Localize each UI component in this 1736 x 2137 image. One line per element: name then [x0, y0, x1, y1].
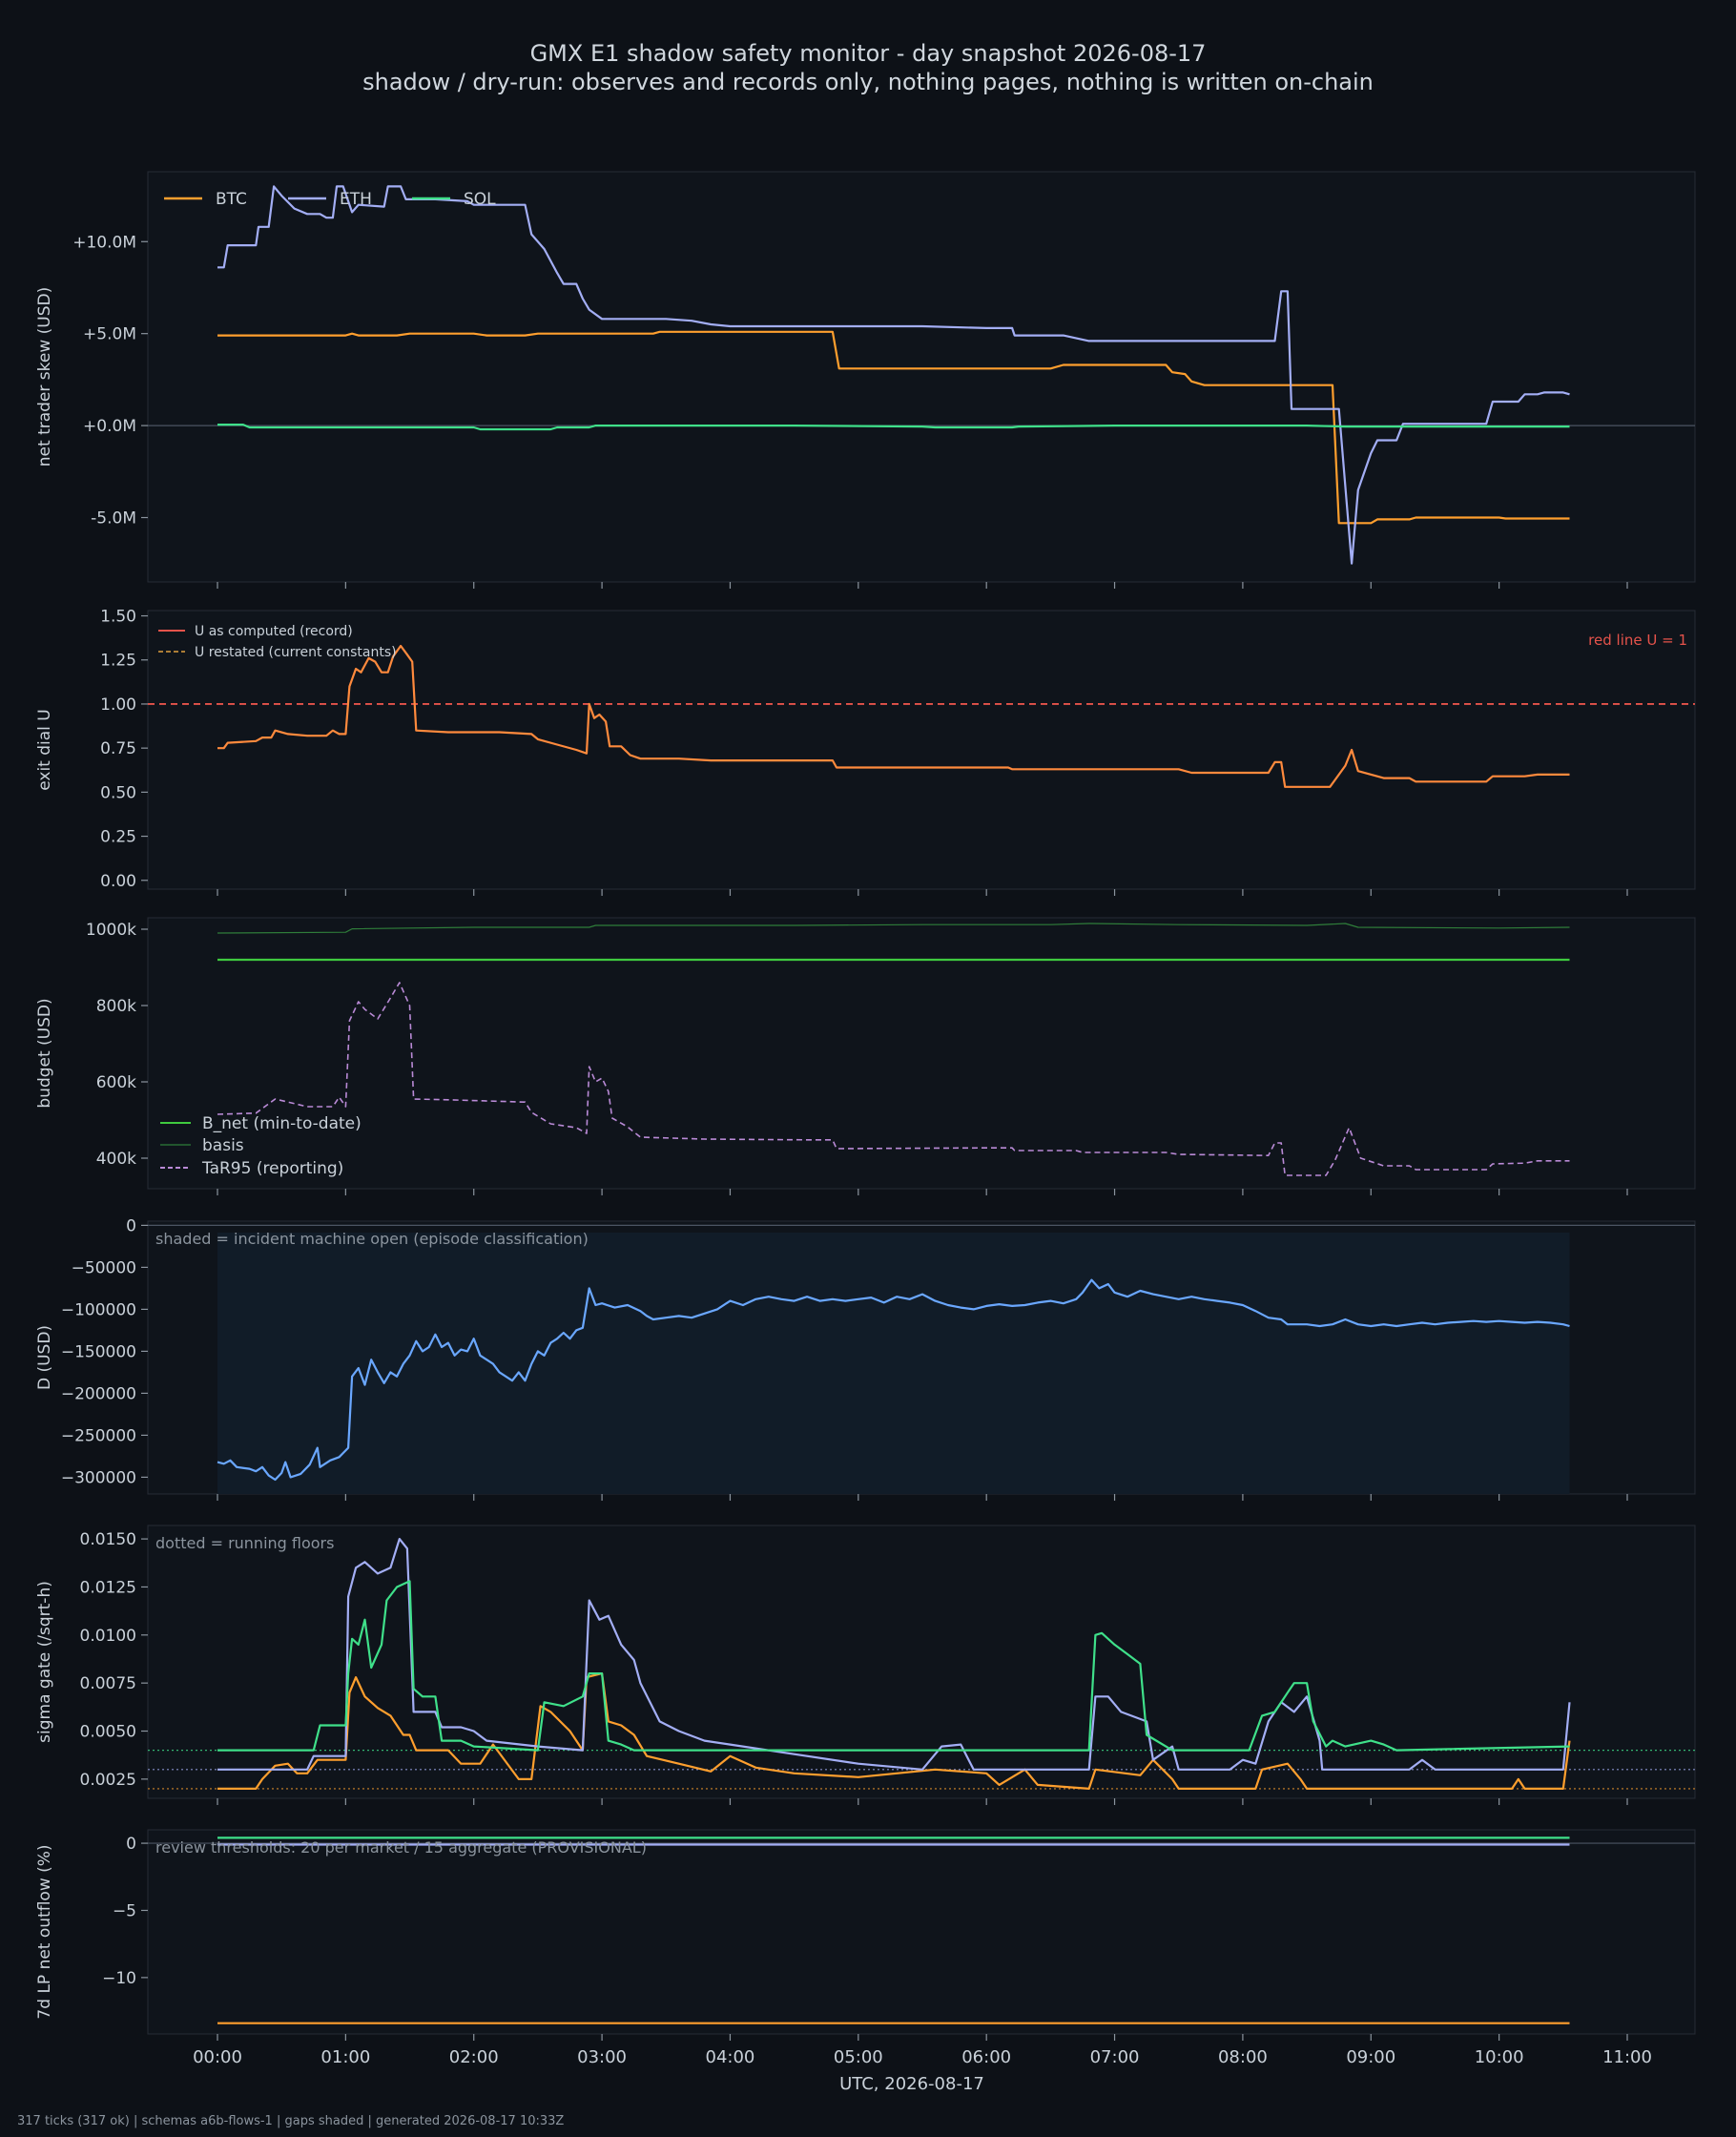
y-axis-label: exit dial U [35, 709, 54, 791]
panel-frame [147, 1829, 1696, 2035]
y-tick-label: 0.50 [100, 783, 136, 802]
y-tick-label: −100000 [61, 1300, 136, 1319]
y-tick-label: 0.25 [100, 828, 136, 847]
x-tick-label: 04:00 [706, 2047, 755, 2067]
legend-label: ETH [340, 190, 372, 209]
y-tick-label: −250000 [61, 1426, 136, 1445]
series-line-5-1 [217, 1672, 1571, 1790]
y-axis-label: sigma gate (/sqrt-h) [35, 1581, 54, 1743]
series-line-eth [217, 185, 1570, 565]
y-tick-label: 400k [96, 1150, 136, 1169]
x-tick-label: 08:00 [1218, 2047, 1268, 2067]
y-tick-label: +10.0M [72, 233, 136, 252]
legend-label: SOL [464, 190, 496, 209]
y-tick-label: 0.0050 [80, 1723, 136, 1742]
y-axis-label: D (USD) [35, 1325, 54, 1390]
series-line-btc [217, 330, 1570, 525]
chart-title: GMX E1 shadow safety monitor - day snaps… [529, 40, 1207, 67]
y-tick-label: 600k [96, 1073, 136, 1092]
y-tick-label: 0.0075 [80, 1674, 136, 1693]
y-tick-label: 0.0125 [80, 1578, 136, 1597]
y-tick-label: −150000 [61, 1342, 136, 1361]
y-tick-label: 0.00 [100, 872, 136, 891]
x-tick-label: 00:00 [193, 2047, 242, 2067]
legend-label: U restated (current constants) [195, 645, 397, 660]
legend-label: U as computed (record) [195, 624, 353, 639]
series-line-5-3 [217, 1580, 1570, 1752]
x-tick-label: 06:00 [961, 2047, 1011, 2067]
y-tick-label: -5.0M [91, 509, 136, 529]
legend-label: basis [202, 1136, 244, 1155]
y-tick-label: +0.0M [83, 417, 136, 436]
panel-6: 0 −5 −10 7d LP net outflow (%) review thresh… [35, 1829, 1696, 2094]
series-line-tar95-reporting- [217, 982, 1570, 1176]
legend-label: BTC [216, 190, 247, 209]
x-tick-label: 02:00 [449, 2047, 499, 2067]
y-axis-label: budget (USD) [35, 998, 54, 1108]
y-tick-label: −5 [113, 1901, 136, 1920]
threshold-label: red line U = 1 [1588, 632, 1687, 649]
y-axis-label: 7d LP net outflow (%) [35, 1844, 54, 2019]
chart-subtitle: shadow / dry-run: observes and records o… [362, 69, 1374, 95]
panel-5: 0.0150 0.0125 0.0100 0.0075 0.0050 0.0025 sigm… [35, 1525, 1696, 1805]
y-tick-label: 0.75 [100, 739, 136, 758]
y-tick-label: +5.0M [83, 325, 136, 344]
y-tick-label: 800k [96, 997, 136, 1016]
panel-annotation: dotted = running floors [155, 1534, 334, 1552]
panel-frame [147, 1525, 1696, 1799]
y-tick-label: 1.00 [100, 695, 136, 715]
panel-3: 1000k 800k 600k 400k budget (USD) B_net (min-… [35, 917, 1696, 1195]
x-tick-label: 07:00 [1090, 2047, 1140, 2067]
x-tick-label: 03:00 [577, 2047, 627, 2067]
footer-status: 317 ticks (317 ok) | schemas a6b-flows-1… [17, 2114, 565, 2128]
y-tick-label: −300000 [61, 1468, 136, 1487]
y-tick-label: −200000 [61, 1384, 136, 1403]
y-tick-label: 1000k [86, 921, 136, 940]
panel-annotation: shaded = incident machine open (episode … [155, 1230, 589, 1248]
panel-annotation: review thresholds: 20 per market / 15 ag… [155, 1838, 647, 1857]
panel-1: +10.0M +5.0M +0.0M -5.0M net trader skew (US… [35, 171, 1696, 589]
y-axis-label: net trader skew (USD) [35, 287, 54, 467]
legend-label: B_net (min-to-date) [202, 1114, 362, 1133]
x-tick-label: 05:00 [834, 2047, 883, 2067]
series-line-5-2 [217, 1538, 1571, 1771]
panel-2: 1.50 1.25 1.00 0.75 0.50 0.25 0.00 exit dial U r… [35, 608, 1696, 896]
panel-4: 0 −50000 −100000 −150000 −200000 −250000 −3000… [35, 1216, 1696, 1501]
y-tick-label: 1.50 [100, 608, 136, 627]
series-line-2-1 [217, 644, 1570, 788]
series-line-basis [217, 923, 1570, 934]
series-line-4-1 [217, 1278, 1570, 1482]
series-line-sol [217, 424, 1570, 431]
y-tick-label: 0 [126, 1216, 136, 1235]
y-tick-label: −10 [102, 1969, 136, 1988]
x-tick-label: 01:00 [320, 2047, 370, 2067]
y-tick-label: 0.0150 [80, 1530, 136, 1549]
panel-frame [147, 610, 1696, 890]
panel-frame [147, 171, 1696, 583]
y-tick-label: 0.0100 [80, 1627, 136, 1646]
legend-label: TaR95 (reporting) [201, 1159, 343, 1178]
y-tick-label: 1.25 [100, 652, 136, 671]
x-axis-label: UTC, 2026-08-17 [839, 2074, 984, 2094]
x-tick-label: 09:00 [1346, 2047, 1395, 2067]
panel-frame [147, 917, 1696, 1190]
x-tick-label: 11:00 [1602, 2047, 1652, 2067]
y-tick-label: 0 [126, 1835, 136, 1854]
incident-shading [217, 1233, 1570, 1494]
y-tick-label: 0.0025 [80, 1771, 136, 1790]
y-tick-label: −50000 [72, 1258, 136, 1277]
x-tick-label: 10:00 [1475, 2047, 1524, 2067]
